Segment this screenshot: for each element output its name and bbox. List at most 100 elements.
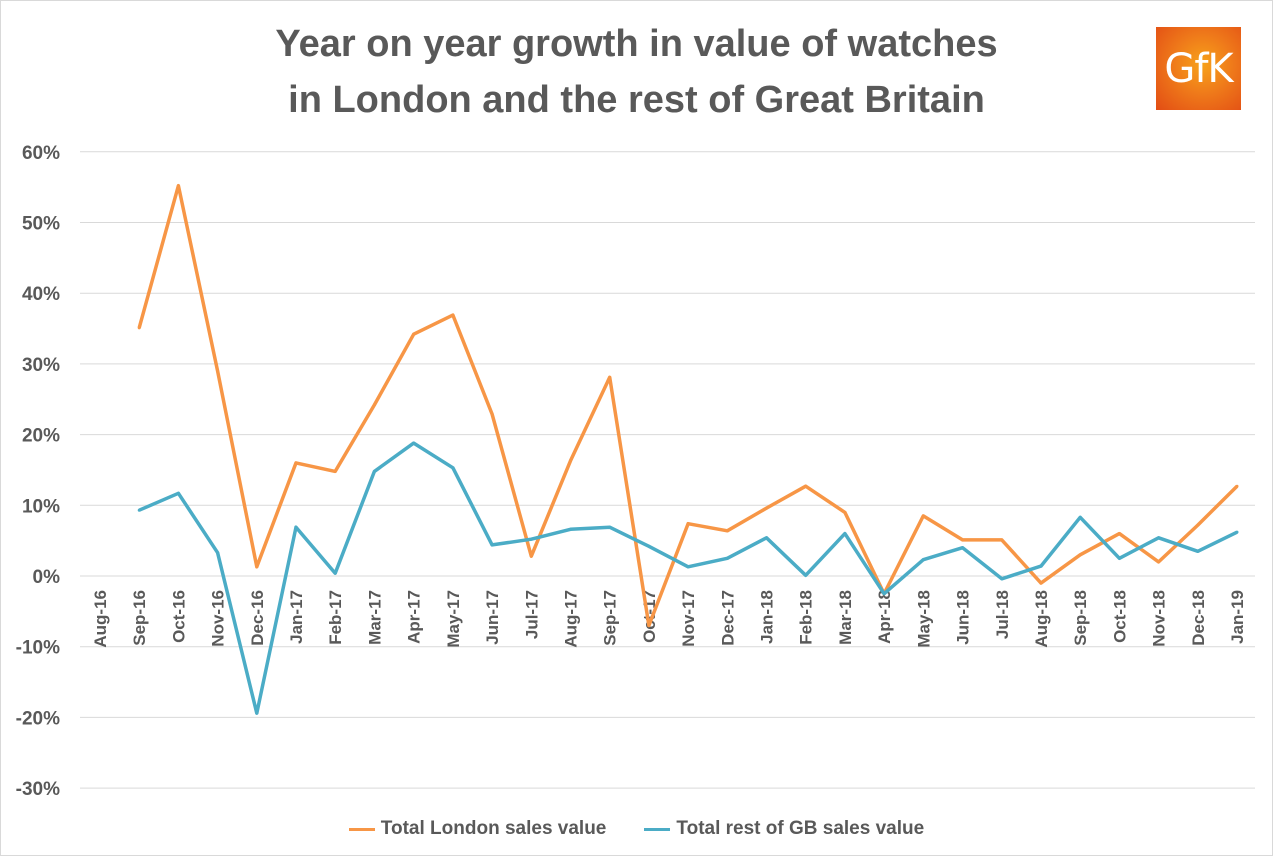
data-point	[451, 466, 455, 470]
data-point	[725, 529, 729, 533]
data-point	[1196, 523, 1200, 527]
data-point	[921, 558, 925, 562]
x-tick-label: Jul-17	[522, 590, 541, 639]
data-point	[843, 510, 847, 514]
x-tick-label: Aug-17	[561, 590, 580, 648]
data-point	[647, 544, 651, 548]
x-tick-label: Mar-18	[836, 590, 855, 645]
x-tick-label: Sep-18	[1071, 590, 1090, 646]
data-point	[529, 537, 533, 541]
x-tick-label: Mar-17	[365, 590, 384, 645]
data-point	[294, 525, 298, 529]
data-point	[1157, 560, 1161, 564]
y-tick-label: 10%	[22, 496, 60, 517]
y-tick-label: -10%	[16, 638, 60, 659]
y-tick-label: -30%	[16, 779, 60, 800]
data-point	[1235, 530, 1239, 534]
data-point	[608, 375, 612, 379]
x-tick-label: May-18	[914, 590, 933, 648]
x-tick-label: Sep-16	[130, 590, 149, 646]
x-tick-label: Oct-16	[169, 590, 188, 643]
data-point	[1117, 556, 1121, 560]
legend-label-london: Total London sales value	[380, 818, 607, 839]
y-tick-label: 30%	[22, 355, 60, 376]
x-tick-label: Jun-18	[954, 590, 973, 645]
data-point	[568, 527, 572, 531]
legend-item-rest-of-gb: Total rest of GB sales value	[644, 818, 924, 840]
data-point	[647, 623, 651, 627]
y-tick-label: -20%	[16, 708, 60, 729]
data-point	[608, 525, 612, 529]
x-tick-label: Dec-16	[248, 590, 267, 646]
data-point	[216, 551, 220, 555]
x-tick-label: Nov-16	[209, 590, 228, 647]
data-point	[686, 522, 690, 526]
legend: Total London sales value Total rest of G…	[0, 818, 1273, 840]
data-point	[137, 508, 141, 512]
x-tick-label: Oct-17	[640, 590, 659, 643]
data-point	[529, 554, 533, 558]
data-point	[804, 484, 808, 488]
data-point	[1078, 553, 1082, 557]
series-line-london	[137, 183, 1239, 628]
data-point	[294, 461, 298, 465]
x-tick-label: Feb-17	[326, 590, 345, 645]
data-point	[1078, 515, 1082, 519]
data-point	[1196, 549, 1200, 553]
x-tick-label: Aug-18	[1032, 590, 1051, 648]
data-point	[490, 543, 494, 547]
data-point	[412, 441, 416, 445]
data-point	[961, 546, 965, 550]
data-point	[490, 412, 494, 416]
x-tick-label: Apr-18	[875, 590, 894, 644]
x-tick-label: May-17	[444, 590, 463, 648]
x-tick-label: Dec-17	[718, 590, 737, 646]
x-tick-label: Jan-17	[287, 590, 306, 644]
data-point	[765, 506, 769, 510]
data-point	[843, 532, 847, 536]
x-tick-label: Jan-19	[1228, 590, 1247, 644]
gfk-logo: GfK	[1156, 27, 1241, 110]
chart-title-line-2: in London and the rest of Great Britain	[288, 79, 985, 121]
x-tick-label: Jan-18	[758, 590, 777, 644]
data-point	[372, 469, 376, 473]
data-point	[176, 184, 180, 188]
y-tick-label: 50%	[22, 214, 60, 235]
data-point	[1039, 581, 1043, 585]
data-point	[1000, 577, 1004, 581]
x-tick-label: Aug-16	[91, 590, 110, 648]
legend-swatch-rest-of-gb	[644, 827, 671, 831]
data-point	[1039, 564, 1043, 568]
chart-title-line-1: Year on year growth in value of watches	[275, 23, 998, 65]
data-point	[725, 556, 729, 560]
data-point	[255, 565, 259, 569]
x-tick-label: Sep-17	[601, 590, 620, 646]
data-point	[1157, 536, 1161, 540]
x-tick-label: Nov-18	[1150, 590, 1169, 647]
x-tick-label: Apr-17	[405, 590, 424, 644]
data-point	[137, 326, 141, 330]
series-line-rest-of-gb	[138, 441, 1238, 715]
y-tick-label: 20%	[22, 426, 60, 447]
data-point	[686, 565, 690, 569]
x-tick-label: Feb-18	[797, 590, 816, 645]
data-point	[1000, 538, 1004, 542]
x-tick-label: Jul-18	[993, 590, 1012, 639]
data-point	[961, 538, 965, 542]
data-point	[333, 571, 337, 575]
data-point	[333, 469, 337, 473]
x-tick-label: Dec-18	[1189, 590, 1208, 646]
data-point	[451, 313, 455, 317]
x-tick-label: Oct-18	[1110, 590, 1129, 643]
data-point	[176, 491, 180, 495]
data-point	[255, 711, 259, 715]
legend-swatch-london	[348, 827, 375, 831]
data-point	[804, 573, 808, 577]
data-point	[568, 459, 572, 463]
x-tick-label: Jun-17	[483, 590, 502, 645]
y-tick-label: 60%	[22, 143, 60, 164]
data-point	[1235, 484, 1239, 488]
data-point	[216, 369, 220, 373]
y-tick-label: 40%	[22, 284, 60, 305]
